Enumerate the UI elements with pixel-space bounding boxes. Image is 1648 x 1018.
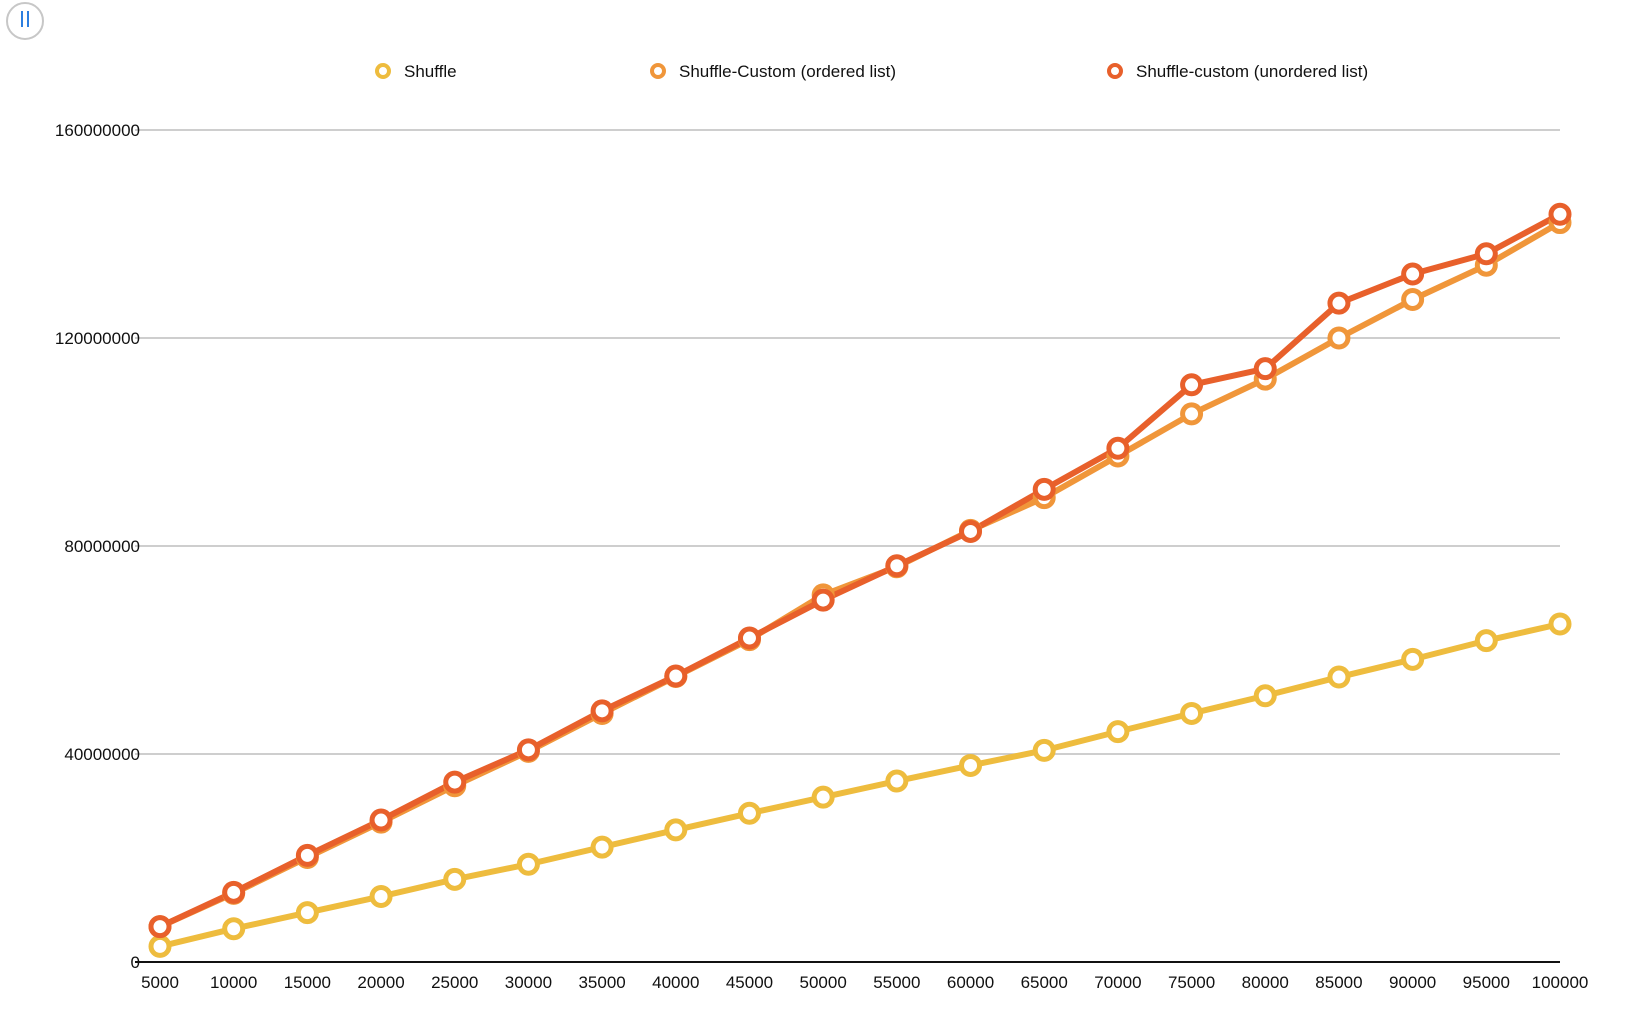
series-1-point [959,753,983,777]
series-1-point [1106,720,1130,744]
series-1-point [369,884,393,908]
series-1-point [737,801,761,825]
series-line-1 [157,621,1563,950]
series-2-point [1180,402,1204,426]
series-3-point [148,915,172,939]
y-tick-label: 120000000 [55,329,140,348]
series-1-point [516,852,540,876]
series-3-point [443,770,467,794]
series-markers [148,202,1572,958]
series-3-point [295,843,319,867]
x-tick-label: 95000 [1463,973,1510,992]
x-tick-label: 15000 [284,973,331,992]
series-1-point [222,917,246,941]
series-1-point [811,785,835,809]
series-2-point [1327,326,1351,350]
series-3-point [1548,202,1572,226]
series-1-point [148,934,172,958]
y-tick-label: 40000000 [64,745,140,764]
series-1-point [1401,647,1425,671]
x-tick-label: 25000 [431,973,478,992]
pause-icon [19,10,31,32]
x-tick-label: 90000 [1389,973,1436,992]
x-tick-label: 45000 [726,973,773,992]
series-3-point [737,626,761,650]
series-3-point [1253,357,1277,381]
series-1-point [295,901,319,925]
y-tick-label: 160000000 [55,121,140,140]
x-tick-label: 60000 [947,973,994,992]
legend: Shuffle Shuffle-Custom (ordered list) Shuf… [375,62,1368,81]
x-tick-label: 50000 [800,973,847,992]
series-1-point [1253,684,1277,708]
x-tick-label: 85000 [1315,973,1362,992]
x-tick-label: 55000 [873,973,920,992]
series-3-point [664,664,688,688]
pause-button[interactable] [6,2,44,40]
series-3-point [885,554,909,578]
series-3-point [516,738,540,762]
series-1-point [1180,701,1204,725]
legend-item-2: Shuffle-Custom (ordered list) [650,62,896,81]
legend-marker [650,63,666,79]
series-3-point [811,588,835,612]
x-tick-label: 70000 [1094,973,1141,992]
series-3-point [1106,436,1130,460]
series-3-point [222,880,246,904]
legend-label: Shuffle-custom (unordered list) [1136,62,1368,81]
x-tick-label: 100000 [1532,973,1589,992]
x-tick-label: 75000 [1168,973,1215,992]
legend-marker [1107,63,1123,79]
series-2-point [1401,288,1425,312]
series-3-point [1401,262,1425,286]
y-axis: 04000000080000000120000000160000000 [55,121,140,972]
series-1-point [885,769,909,793]
series-3-point [369,808,393,832]
legend-marker [375,63,391,79]
series-1-point [590,835,614,859]
x-tick-label: 65000 [1021,973,1068,992]
series-3-point [1180,373,1204,397]
x-tick-label: 80000 [1242,973,1289,992]
series-1-point [1474,629,1498,653]
x-tick-label: 20000 [357,973,404,992]
series-line-3 [157,211,1563,930]
series-1-point [664,818,688,842]
legend-item-3: Shuffle-custom (unordered list) [1107,62,1368,81]
series-3-point [959,519,983,543]
x-tick-label: 40000 [652,973,699,992]
series-1-point [1327,665,1351,689]
grid-lines [135,129,1560,755]
series-3-point [1474,242,1498,266]
x-axis: 5000 10000 15000 20000 25000 30000 35000 40000 4… [135,961,1589,992]
series-1-point [1548,612,1572,636]
legend-item-1: Shuffle [375,62,457,81]
legend-label: Shuffle-Custom (ordered list) [679,62,896,81]
legend-label: Shuffle [404,62,457,81]
x-tick-label: 5000 [141,973,179,992]
x-tick-label: 30000 [505,973,552,992]
x-tick-label: 10000 [210,973,257,992]
series-1-point [1032,738,1056,762]
y-tick-label: 80000000 [64,537,140,556]
series-lines [157,211,1563,950]
series-3-point [1327,291,1351,315]
series-3-point [590,699,614,723]
series-1-point [443,867,467,891]
x-tick-label: 35000 [578,973,625,992]
series-3-point [1032,477,1056,501]
